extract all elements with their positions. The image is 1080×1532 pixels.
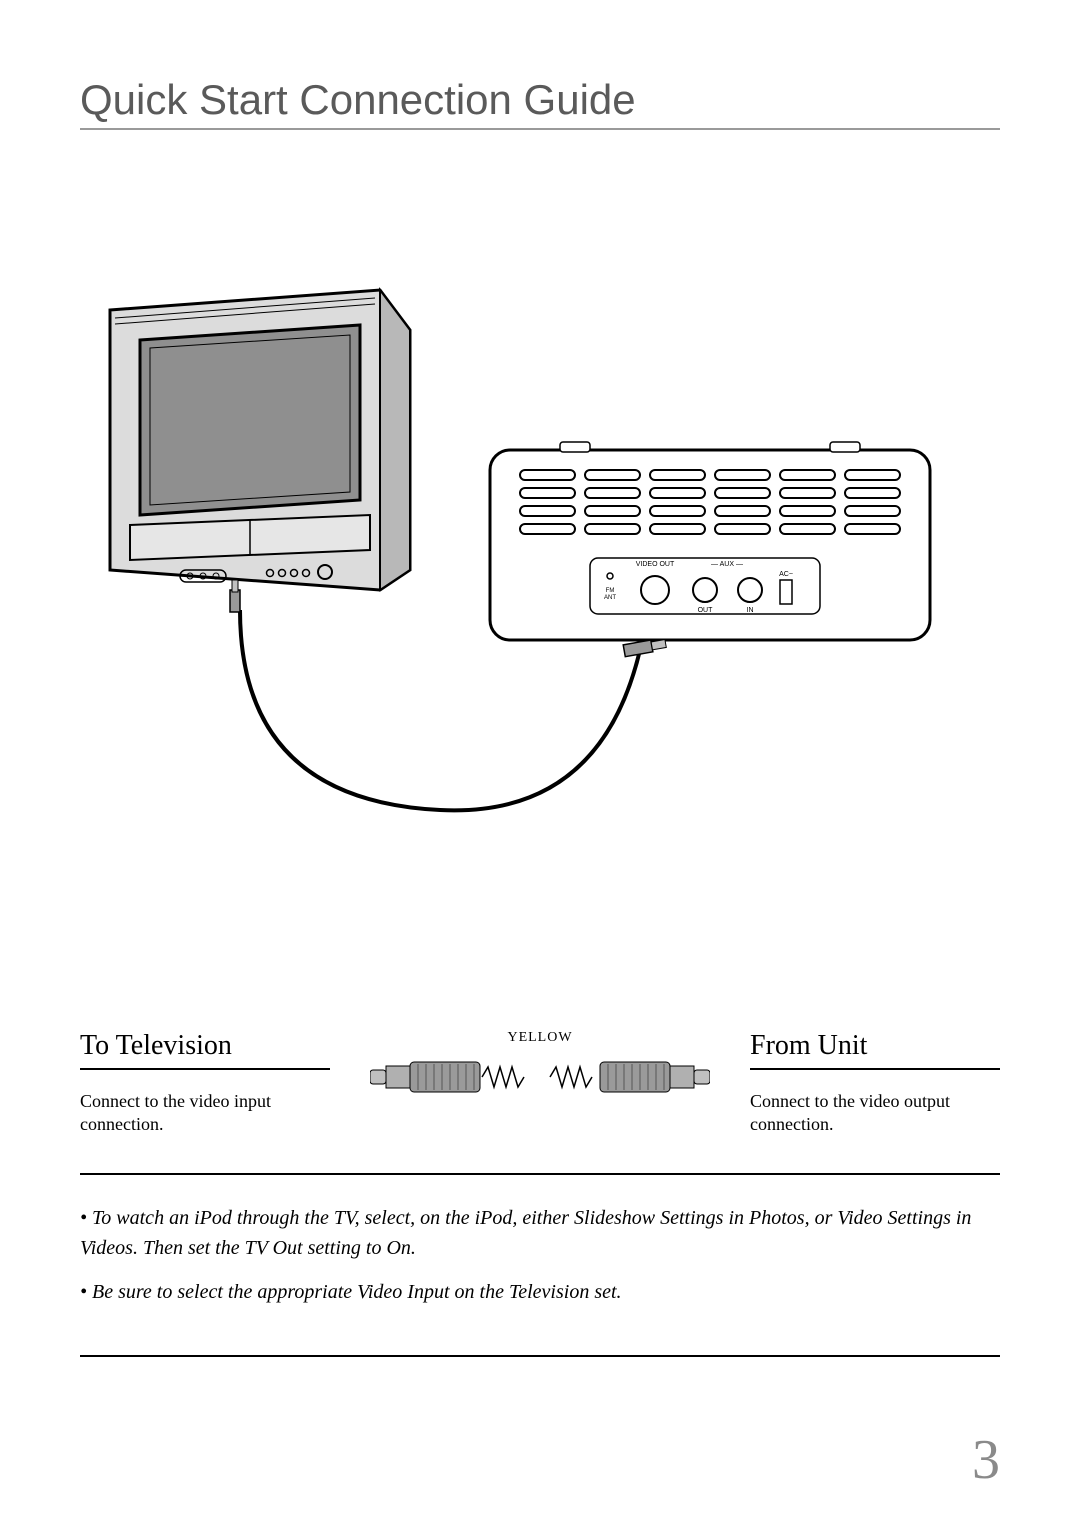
notes-block: • To watch an iPod through the TV, selec…: [80, 1173, 1000, 1357]
cable-col: YELLOW: [370, 1030, 710, 1137]
note-1: • To watch an iPod through the TV, selec…: [80, 1203, 1000, 1263]
from-unit-col: From Unit Connect to the video output co…: [750, 1030, 1000, 1137]
page-title: Quick Start Connection Guide: [80, 76, 1000, 130]
note-2: • Be sure to select the appropriate Vide…: [80, 1277, 1000, 1307]
to-television-heading: To Television: [80, 1030, 330, 1070]
connection-diagram: VIDEO OUT — AUX — FM ANT OUT IN AC~: [80, 270, 1000, 870]
from-unit-text: Connect to the video output connection.: [750, 1090, 1000, 1137]
cable-label: YELLOW: [370, 1030, 710, 1046]
page-number: 3: [972, 1428, 1000, 1492]
cable-icon: [80, 430, 1000, 910]
rca-cable-icon: [370, 1052, 710, 1102]
connections-row: To Television Connect to the video input…: [80, 1030, 1000, 1137]
to-television-col: To Television Connect to the video input…: [80, 1030, 330, 1137]
from-unit-heading: From Unit: [750, 1030, 1000, 1070]
page: Quick Start Connection Guide: [0, 0, 1080, 1532]
to-television-text: Connect to the video input connection.: [80, 1090, 330, 1137]
